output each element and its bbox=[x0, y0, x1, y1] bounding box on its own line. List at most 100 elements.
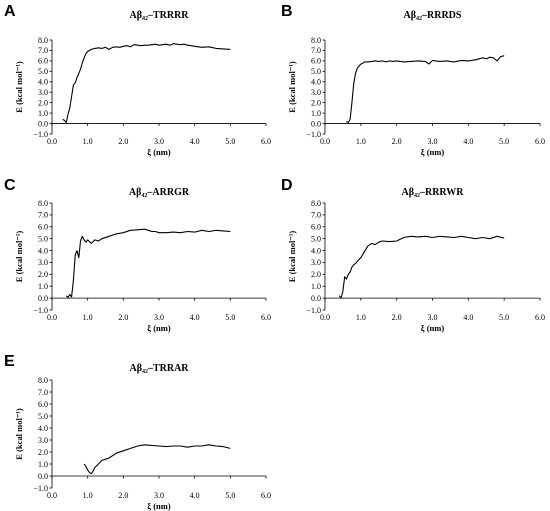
y-tick-label: 0.0 bbox=[311, 119, 321, 128]
y-tick-label: 8.0 bbox=[311, 36, 321, 45]
energy-curve bbox=[62, 43, 231, 124]
y-tick-label: 0.0 bbox=[38, 294, 48, 303]
panel-letter: E bbox=[4, 353, 15, 370]
y-tick-label: 0.0 bbox=[38, 472, 48, 481]
energy-curve bbox=[338, 235, 505, 299]
x-tick-label: 1.0 bbox=[356, 137, 366, 146]
x-tick-label: 6.0 bbox=[261, 137, 271, 146]
y-tick-label: 2.0 bbox=[38, 448, 48, 457]
panel-e: E Aβ₄₂–TRRAR−1.00.01.02.03.04.05.06.07.08… bbox=[4, 353, 271, 511]
x-tick-label: 2.0 bbox=[392, 313, 402, 322]
y-tick-label: 8.0 bbox=[38, 36, 48, 45]
x-axis-label: ξ (nm) bbox=[147, 147, 171, 157]
y-tick-label: 6.0 bbox=[38, 57, 48, 66]
panel-letter: A bbox=[4, 3, 16, 20]
x-tick-label: 1.0 bbox=[83, 491, 93, 500]
y-axis-label: E (kcal mol⁻¹) bbox=[14, 408, 24, 460]
x-tick-label: 1.0 bbox=[83, 313, 93, 322]
x-tick-label: 6.0 bbox=[535, 313, 545, 322]
y-tick-label: 2.0 bbox=[311, 98, 321, 107]
x-axis-label: ξ (nm) bbox=[147, 323, 171, 333]
y-tick-label: −1.0 bbox=[306, 306, 321, 315]
y-tick-label: 1.0 bbox=[311, 109, 321, 118]
y-tick-label: 2.0 bbox=[38, 270, 48, 279]
x-tick-label: 4.0 bbox=[463, 137, 473, 146]
y-tick-label: 1.0 bbox=[38, 282, 48, 291]
y-tick-label: 6.0 bbox=[38, 223, 48, 232]
y-tick-label: 4.0 bbox=[311, 246, 321, 255]
y-tick-label: 4.0 bbox=[38, 78, 48, 87]
x-axis-label: ξ (nm) bbox=[421, 147, 445, 157]
x-tick-label: 3.0 bbox=[154, 137, 164, 146]
x-tick-label: 6.0 bbox=[261, 491, 271, 500]
y-tick-label: 4.0 bbox=[38, 246, 48, 255]
y-tick-label: 3.0 bbox=[311, 88, 321, 97]
y-tick-label: 0.0 bbox=[311, 294, 321, 303]
y-axis-label: E (kcal mol⁻¹) bbox=[14, 231, 24, 283]
panel-title: Aβ₄₂–TRRRR bbox=[129, 10, 189, 21]
panel-c: C Aβ₄₂–ARRGR−1.00.01.02.03.04.05.06.07.08… bbox=[4, 177, 271, 333]
x-tick-label: 4.0 bbox=[463, 313, 473, 322]
panel-a: A Aβ₄₂–TRRRR−1.00.01.02.03.04.05.06.07.08… bbox=[4, 3, 271, 157]
x-tick-label: 0.0 bbox=[47, 313, 57, 322]
y-tick-label: 1.0 bbox=[38, 109, 48, 118]
y-tick-label: 0.0 bbox=[38, 119, 48, 128]
y-tick-label: 6.0 bbox=[311, 223, 321, 232]
x-tick-label: 0.0 bbox=[47, 491, 57, 500]
y-axis-label: E (kcal mol⁻¹) bbox=[287, 61, 297, 113]
x-tick-label: 5.0 bbox=[499, 313, 509, 322]
x-tick-label: 0.0 bbox=[320, 313, 330, 322]
y-tick-label: −1.0 bbox=[33, 306, 48, 315]
y-tick-label: 5.0 bbox=[311, 234, 321, 243]
y-tick-label: −1.0 bbox=[33, 130, 48, 139]
panel-title: Aβ₄₂–RRRWR bbox=[401, 187, 464, 198]
y-tick-label: 6.0 bbox=[38, 400, 48, 409]
x-tick-label: 2.0 bbox=[118, 313, 128, 322]
x-tick-label: 5.0 bbox=[499, 137, 509, 146]
panel-letter: C bbox=[4, 177, 16, 194]
x-tick-label: 3.0 bbox=[154, 313, 164, 322]
y-tick-label: 5.0 bbox=[38, 234, 48, 243]
x-tick-label: 0.0 bbox=[320, 137, 330, 146]
x-tick-label: 4.0 bbox=[190, 313, 200, 322]
x-tick-label: 1.0 bbox=[356, 313, 366, 322]
x-tick-label: 4.0 bbox=[190, 491, 200, 500]
x-tick-label: 5.0 bbox=[225, 491, 235, 500]
y-tick-label: 8.0 bbox=[311, 199, 321, 208]
panel-letter: B bbox=[281, 3, 293, 20]
x-tick-label: 2.0 bbox=[392, 137, 402, 146]
y-tick-label: 3.0 bbox=[38, 258, 48, 267]
y-tick-label: 7.0 bbox=[38, 388, 48, 397]
energy-curve bbox=[83, 444, 231, 475]
y-tick-label: 3.0 bbox=[38, 88, 48, 97]
x-tick-label: 6.0 bbox=[261, 313, 271, 322]
y-tick-label: 2.0 bbox=[311, 270, 321, 279]
y-tick-label: 8.0 bbox=[38, 376, 48, 385]
x-tick-label: 3.0 bbox=[428, 137, 438, 146]
x-tick-label: 0.0 bbox=[47, 137, 57, 146]
y-tick-label: 2.0 bbox=[38, 98, 48, 107]
y-tick-label: 1.0 bbox=[311, 282, 321, 291]
panel-title: Aβ₄₂–ARRGR bbox=[129, 187, 190, 198]
panel-d: D Aβ₄₂–RRRWR−1.00.01.02.03.04.05.06.07.08… bbox=[281, 177, 545, 333]
y-tick-label: 7.0 bbox=[38, 211, 48, 220]
y-tick-label: 4.0 bbox=[311, 78, 321, 87]
energy-curve bbox=[65, 228, 231, 299]
y-tick-label: 3.0 bbox=[311, 258, 321, 267]
panel-b: B Aβ₄₂–RRRDS−1.00.01.02.03.04.05.06.07.08… bbox=[281, 3, 545, 157]
y-tick-label: 7.0 bbox=[311, 46, 321, 55]
x-axis-label: ξ (nm) bbox=[421, 323, 445, 333]
y-tick-label: 5.0 bbox=[311, 67, 321, 76]
panel-letter: D bbox=[281, 177, 293, 194]
y-tick-label: 8.0 bbox=[38, 199, 48, 208]
panel-title: Aβ₄₂–TRRAR bbox=[129, 363, 189, 374]
x-tick-label: 2.0 bbox=[118, 137, 128, 146]
x-tick-label: 3.0 bbox=[154, 491, 164, 500]
y-tick-label: 5.0 bbox=[38, 67, 48, 76]
y-tick-label: 4.0 bbox=[38, 424, 48, 433]
y-tick-label: 7.0 bbox=[311, 211, 321, 220]
y-tick-label: 7.0 bbox=[38, 46, 48, 55]
energy-curve bbox=[346, 55, 505, 124]
y-axis-label: E (kcal mol⁻¹) bbox=[14, 61, 24, 113]
